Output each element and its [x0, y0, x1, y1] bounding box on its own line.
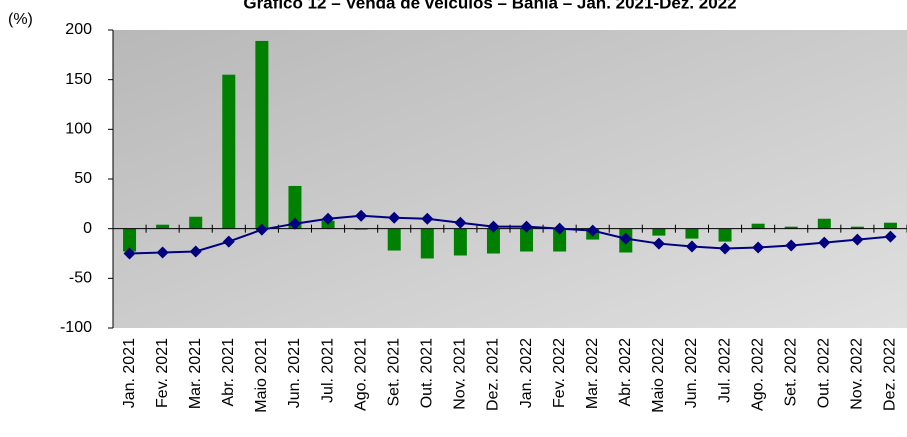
marker [553, 222, 566, 235]
y-tick-label: 100 [65, 121, 92, 138]
marker [586, 224, 599, 237]
x-tick-label: Dez. 2021 [485, 338, 502, 411]
bar [553, 228, 567, 252]
marker [818, 236, 831, 249]
x-tick-label: Dez. 2022 [882, 338, 899, 411]
marker [785, 239, 798, 252]
bar [123, 228, 137, 252]
marker [884, 230, 897, 243]
x-tick-label: Jun. 2022 [683, 338, 700, 408]
x-tick-label: Jul. 2022 [716, 338, 733, 403]
bar [850, 226, 864, 229]
x-tick-label: Fev. 2021 [154, 338, 171, 408]
marker [123, 247, 136, 260]
y-tick-label: -50 [69, 270, 92, 287]
bar [520, 228, 534, 252]
bar [784, 226, 798, 229]
y-tick-label: 150 [65, 71, 92, 88]
bar [685, 228, 699, 239]
marker [520, 220, 533, 233]
bar [420, 228, 434, 259]
bar [288, 185, 302, 229]
bar [718, 228, 732, 242]
bar [486, 228, 500, 254]
x-tick-label: Jun. 2021 [286, 338, 303, 408]
plot-area [113, 30, 907, 328]
marker [652, 237, 665, 250]
x-tick-label: Set. 2022 [782, 338, 799, 407]
x-tick-label: Nov. 2022 [849, 338, 866, 410]
x-tick-label: Abr. 2021 [220, 338, 237, 407]
marker [388, 211, 401, 224]
x-tick-label: Jan. 2021 [121, 338, 138, 408]
x-tick-label: Maio 2021 [253, 338, 270, 413]
x-tick-label: Mar. 2022 [584, 338, 601, 409]
chart-title: Gráfico 12 – Venda de veículos – Bahia –… [243, 0, 736, 12]
marker [719, 242, 732, 255]
bar [189, 216, 203, 229]
marker [851, 233, 864, 246]
bar [387, 228, 401, 251]
x-tick-label: Fev. 2022 [551, 338, 568, 408]
marker [454, 216, 467, 229]
x-tick-label: Ago. 2022 [749, 338, 766, 411]
marker [487, 220, 500, 233]
bar [883, 222, 897, 229]
marker [189, 245, 202, 258]
y-tick-label: 0 [83, 220, 92, 237]
x-tick-label: Abr. 2022 [617, 338, 634, 407]
y-tick-label: -100 [60, 319, 92, 336]
x-tick-label: Out. 2021 [419, 338, 436, 408]
bar [751, 223, 765, 229]
y-tick-label: 50 [74, 170, 92, 187]
bar [453, 228, 467, 256]
x-tick-label: Maio 2022 [650, 338, 667, 413]
marker [255, 223, 268, 236]
marker [619, 232, 632, 245]
y-tick-label: 200 [65, 21, 92, 38]
x-tick-label: Nov. 2021 [452, 338, 469, 410]
marker [685, 240, 698, 253]
x-tick-label: Ago. 2021 [352, 338, 369, 411]
y-axis-label: (%) [8, 11, 33, 28]
x-tick-label: Jan. 2022 [518, 338, 535, 408]
marker [421, 212, 434, 225]
marker [156, 246, 169, 259]
bar [222, 74, 236, 229]
marker [752, 241, 765, 254]
x-tick-label: Set. 2021 [385, 338, 402, 407]
x-tick-label: Jul. 2021 [319, 338, 336, 403]
x-tick-label: Out. 2022 [816, 338, 833, 408]
bar [255, 40, 269, 229]
x-tick-label: Mar. 2021 [187, 338, 204, 409]
bar [817, 218, 831, 229]
bar [156, 224, 170, 229]
marker [355, 209, 368, 222]
marker [288, 217, 301, 230]
marker [322, 212, 335, 225]
bar [652, 228, 666, 236]
marker [222, 235, 235, 248]
